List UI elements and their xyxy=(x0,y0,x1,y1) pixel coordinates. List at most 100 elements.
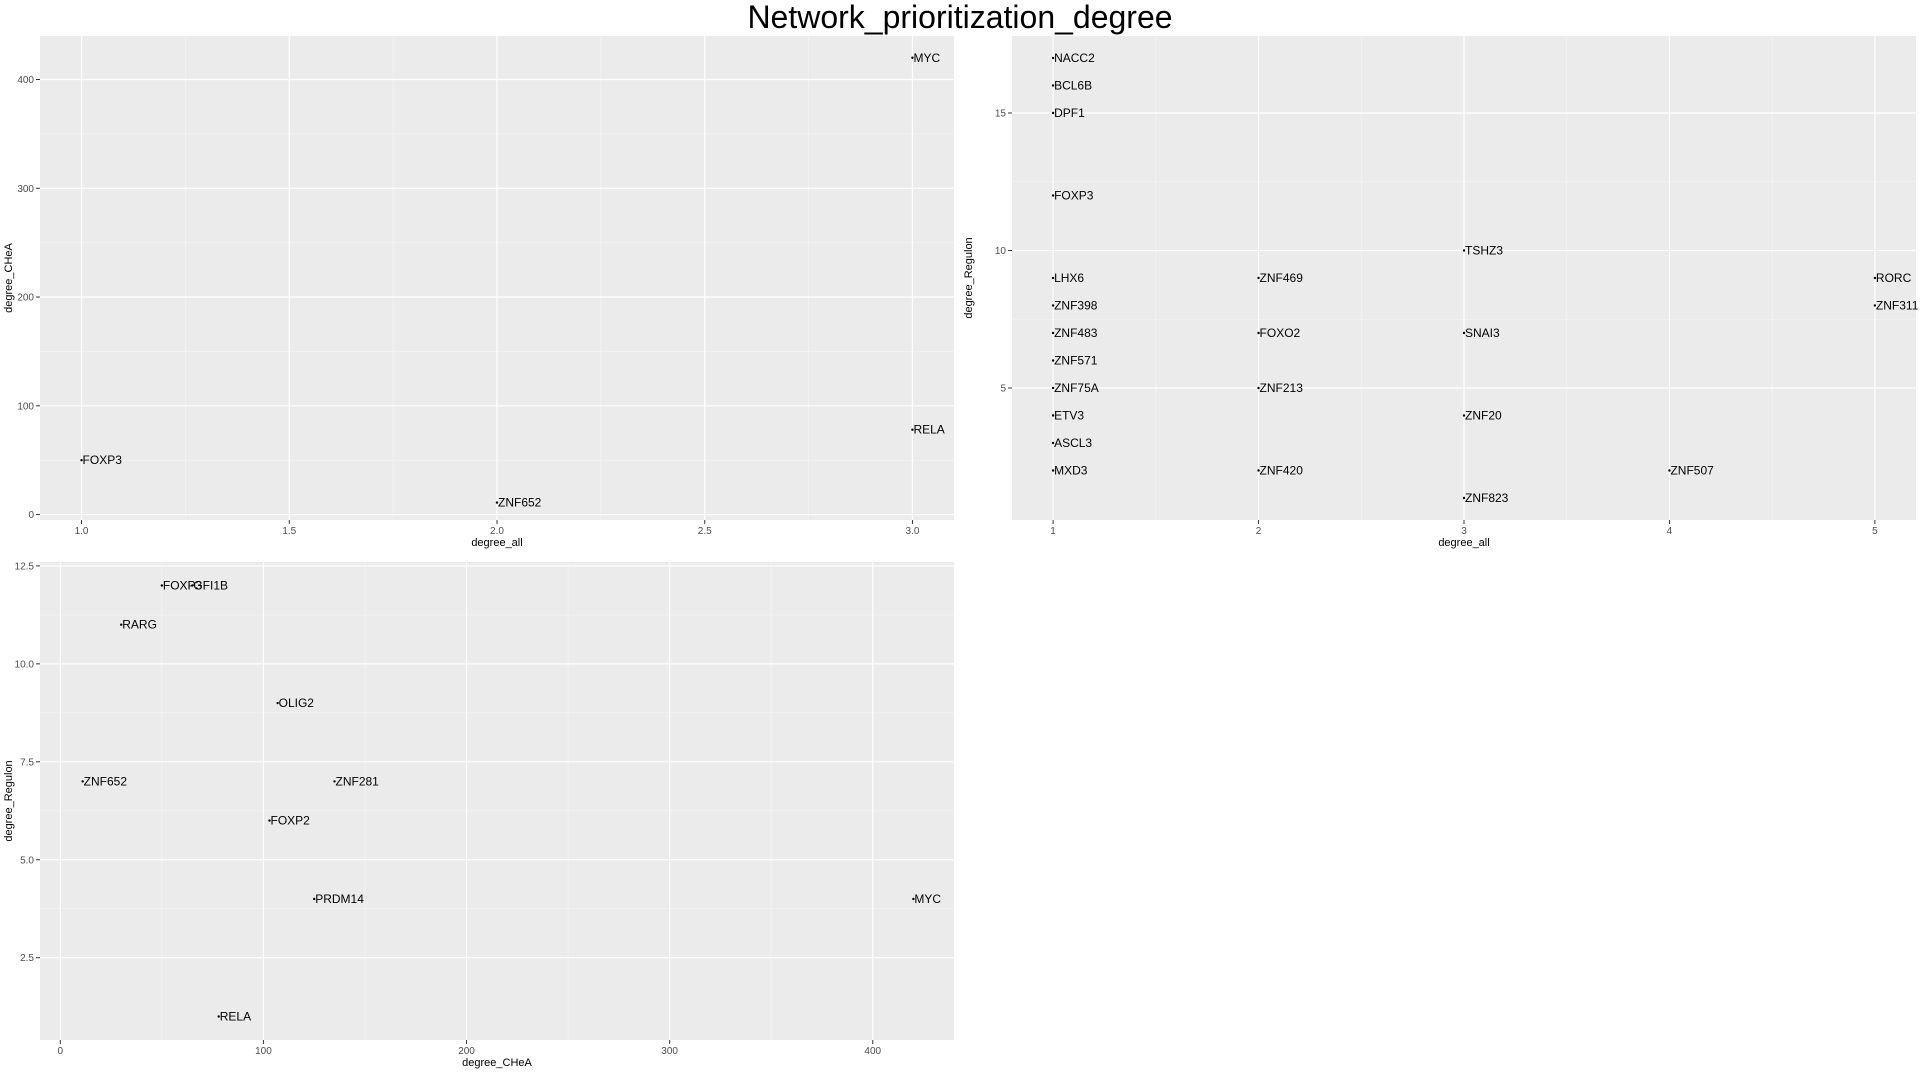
x-tick-label: 100 xyxy=(255,1046,272,1057)
y-tick-label: 10.0 xyxy=(15,659,35,670)
x-axis-title: degree_CHeA xyxy=(462,1057,532,1069)
data-point xyxy=(120,623,123,626)
x-tick-label: 300 xyxy=(661,1046,678,1057)
x-tick-label: 3 xyxy=(1461,526,1467,537)
data-point xyxy=(1462,249,1466,252)
data-point xyxy=(313,897,316,901)
data-point xyxy=(1051,386,1055,390)
data-point xyxy=(1668,469,1671,472)
point-label: PRDM14 xyxy=(315,892,364,906)
x-tick-label: 5 xyxy=(1872,526,1878,537)
data-point xyxy=(80,458,83,462)
point-label: ZNF20 xyxy=(1465,409,1502,423)
data-point xyxy=(333,780,336,783)
data-point xyxy=(1873,276,1877,280)
point-label: NACC2 xyxy=(1054,51,1095,65)
point-label: ETV3 xyxy=(1054,409,1084,423)
x-tick-label: 4 xyxy=(1667,526,1673,537)
point-label: FOXP2 xyxy=(271,814,311,828)
x-tick-label: 1.5 xyxy=(282,526,296,537)
y-tick-label: 7.5 xyxy=(20,757,34,768)
y-tick-label: 10 xyxy=(995,246,1007,257)
data-point xyxy=(1051,111,1055,115)
data-point xyxy=(1462,496,1466,500)
point-label: ZNF652 xyxy=(498,496,542,510)
point-label: LHX6 xyxy=(1054,271,1084,285)
x-tick-label: 1 xyxy=(1050,526,1056,537)
data-point xyxy=(911,56,914,59)
data-point xyxy=(912,897,915,901)
data-point xyxy=(1462,331,1466,335)
point-label: ZNF483 xyxy=(1054,326,1098,340)
point-label: ZNF213 xyxy=(1260,381,1304,395)
data-point xyxy=(1873,304,1877,307)
scatter-panel-degree-all-vs-chea: 1.0 1.5 2.0 2.5 3.0 0 100 200 300 400 degree_all de… xyxy=(3,36,954,549)
y-axis-title: degree_Regulon xyxy=(963,237,975,318)
y-tick-label: 0 xyxy=(28,510,34,521)
data-point xyxy=(1051,56,1055,60)
data-point xyxy=(1051,331,1055,335)
point-label: RELA xyxy=(913,423,944,437)
data-point xyxy=(1257,469,1260,472)
x-tick-label: 0 xyxy=(58,1046,64,1057)
data-point xyxy=(1051,414,1055,417)
data-point xyxy=(160,584,164,587)
data-point xyxy=(268,819,271,822)
point-label: MYC xyxy=(913,51,940,65)
scatter-panel-chea-vs-regulon: 0 100 200 300 400 2.5 5.0 7.5 10.0 12.5 degree_CHe… xyxy=(3,561,954,1069)
x-axis-title: degree_all xyxy=(471,537,522,549)
data-point xyxy=(495,501,499,504)
x-axis-title: degree_all xyxy=(1438,537,1489,549)
data-point xyxy=(1051,441,1055,445)
data-point xyxy=(217,1015,220,1018)
point-label: RORC xyxy=(1876,271,1912,285)
data-point xyxy=(1051,359,1055,362)
data-point xyxy=(81,780,84,783)
point-label: MYC xyxy=(914,892,941,906)
data-point xyxy=(276,701,279,705)
x-tick-label: 3.0 xyxy=(906,526,920,537)
point-label: ZNF311 xyxy=(1876,299,1919,313)
x-tick-label: 200 xyxy=(458,1046,475,1057)
point-label: FOXP3 xyxy=(1054,189,1094,203)
point-label: FOXP3 xyxy=(163,579,203,593)
y-tick-label: 400 xyxy=(17,75,34,86)
x-tick-label: 2.5 xyxy=(698,526,712,537)
x-tick-label: 2.0 xyxy=(490,526,504,537)
x-tick-label: 400 xyxy=(864,1046,881,1057)
data-point xyxy=(1051,276,1055,280)
chart-title: Network_prioritization_degree xyxy=(747,0,1173,35)
y-tick-label: 5.0 xyxy=(20,855,34,866)
point-label: ZNF571 xyxy=(1054,354,1098,368)
point-label: ZNF823 xyxy=(1465,491,1509,505)
y-tick-label: 200 xyxy=(17,293,34,304)
data-point xyxy=(911,428,914,431)
data-point xyxy=(1257,386,1260,390)
point-label: ZNF75A xyxy=(1054,381,1099,395)
point-label: ZNF281 xyxy=(336,774,380,788)
point-label: ZNF469 xyxy=(1260,271,1304,285)
plot-background xyxy=(40,562,954,1040)
x-tick-label: 1.0 xyxy=(75,526,89,537)
point-label: GFI1B xyxy=(193,579,228,593)
y-axis-title: degree_Regulon xyxy=(3,760,15,841)
point-label: OLIG2 xyxy=(279,696,315,710)
data-point xyxy=(1462,414,1466,417)
point-label: ZNF420 xyxy=(1260,464,1304,478)
point-label: RARG xyxy=(122,618,157,632)
y-tick-label: 12.5 xyxy=(15,561,35,572)
point-label: FOXP3 xyxy=(83,453,123,467)
data-point xyxy=(1257,276,1260,280)
scatter-panel-degree-all-vs-regulon: 1 2 3 4 5 5 10 15 degree_all degree_Regulon NACC2 B… xyxy=(963,36,1919,549)
point-label: SNAI3 xyxy=(1465,326,1500,340)
point-label: ZNF398 xyxy=(1054,299,1098,313)
data-point xyxy=(1051,84,1055,87)
data-point xyxy=(1051,194,1055,197)
point-label: MXD3 xyxy=(1054,464,1088,478)
point-label: ZNF652 xyxy=(84,774,128,788)
point-label: BCL6B xyxy=(1054,79,1092,93)
y-axis-title: degree_CHeA xyxy=(3,242,15,312)
data-point xyxy=(191,584,194,587)
y-tick-label: 15 xyxy=(995,109,1007,120)
point-label: RELA xyxy=(220,1009,251,1023)
